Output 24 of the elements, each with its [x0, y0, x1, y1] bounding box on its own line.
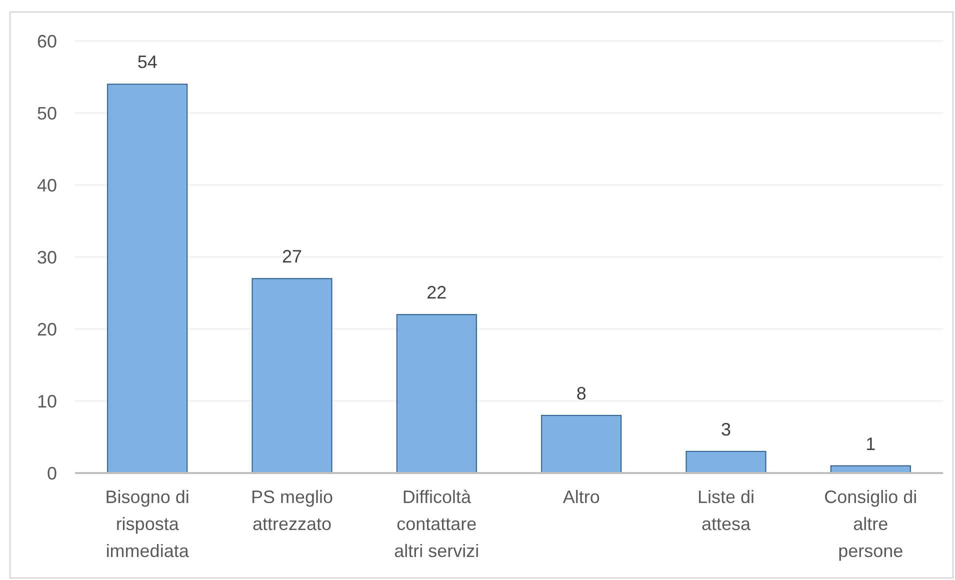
x-tick-label: Difficoltà contattare altri servizi — [394, 487, 480, 561]
y-tick-label: 50 — [36, 103, 57, 124]
bar — [686, 450, 766, 474]
y-tick-label: 30 — [36, 247, 57, 268]
y-tick-label: 40 — [36, 175, 57, 196]
data-label: 22 — [426, 282, 447, 303]
x-tick-label: Bisogno di risposta immediata — [105, 487, 190, 561]
y-tick-label: 60 — [36, 31, 57, 52]
data-label: 3 — [720, 419, 732, 440]
y-tick-label: 10 — [36, 391, 57, 412]
bar — [252, 278, 332, 474]
y-tick-label: 0 — [46, 463, 57, 484]
bar — [107, 84, 188, 474]
data-label: 54 — [137, 52, 158, 72]
data-label: 27 — [282, 246, 302, 267]
x-tick-label: PS meglio attrezzato — [250, 487, 334, 534]
data-label: 1 — [866, 434, 876, 454]
x-tick-label: Consiglio di altre persone — [824, 487, 918, 561]
data-label: 8 — [576, 383, 586, 404]
y-tick-label: 20 — [36, 319, 57, 340]
bar — [541, 414, 622, 474]
bar — [396, 314, 477, 474]
x-tick-label: Liste di attesa — [697, 487, 755, 534]
x-tick-label: Altro — [562, 487, 600, 507]
